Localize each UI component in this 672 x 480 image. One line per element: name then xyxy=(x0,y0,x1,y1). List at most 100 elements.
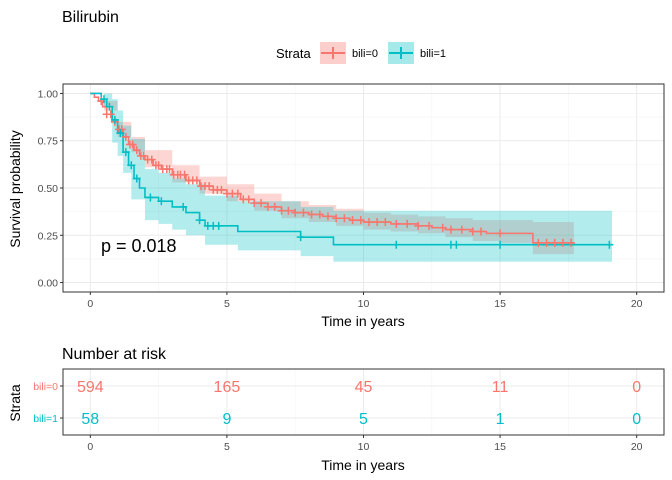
censor-mark-bili0 xyxy=(139,151,148,160)
censor-mark-bili1 xyxy=(99,95,108,104)
censor-mark-bili0 xyxy=(392,219,401,228)
risk-row-label-bili0: bili=0 xyxy=(33,381,58,393)
censor-mark-bili1 xyxy=(116,129,125,138)
censor-mark-bili0 xyxy=(373,218,382,227)
risk-table-gridlines xyxy=(63,369,664,435)
y-tick-label: 0.25 xyxy=(38,230,59,242)
km-gridlines xyxy=(63,84,664,292)
risk-table-x-axis-title: Time in years xyxy=(321,457,405,473)
km-x-axis-title: Time in years xyxy=(321,313,405,329)
risk-value-bili1: 1 xyxy=(496,411,505,428)
risk-table-y-axis-title: Strata xyxy=(7,384,23,422)
censor-mark-bili0 xyxy=(121,132,130,141)
censor-mark-bili0 xyxy=(291,208,300,217)
censor-mark-bili1 xyxy=(121,148,130,157)
censor-mark-bili0 xyxy=(332,214,341,223)
censor-mark-bili1 xyxy=(296,233,305,242)
pvalue-annotation: p = 0.018 xyxy=(101,236,177,256)
censor-mark-bili0 xyxy=(270,202,279,211)
censor-mark-bili0 xyxy=(128,140,137,149)
legend-label-bili0: bili=0 xyxy=(352,48,378,60)
censor-mark-bili0 xyxy=(468,227,477,236)
risk-value-bili1: 0 xyxy=(632,411,641,428)
legend-key-bili0 xyxy=(320,42,346,64)
censor-mark-bili0 xyxy=(542,238,551,247)
ci-band-bili1 xyxy=(90,93,613,262)
censor-mark-bili1 xyxy=(110,115,119,124)
x-tick-label: 0 xyxy=(87,298,93,310)
censor-mark-bili0 xyxy=(284,206,293,215)
km-plot-panel: 0.000.250.500.751.00 0 5 10 15 20 p = 0.018 … xyxy=(7,83,665,329)
x-tick-label: 10 xyxy=(358,298,370,310)
censor-mark-bili0 xyxy=(446,225,455,234)
censor-mark-bili0 xyxy=(244,195,253,204)
legend-title: Strata xyxy=(276,46,311,61)
risk-table-title: Number at risk xyxy=(62,346,167,363)
censor-mark-bili0 xyxy=(106,110,115,119)
risk-value-bili0: 0 xyxy=(632,379,641,396)
risk-value-bili0: 11 xyxy=(492,379,509,396)
risk-value-bili1: 9 xyxy=(222,411,231,428)
censor-mark-bili0 xyxy=(257,199,266,208)
risk-value-bili0: 45 xyxy=(355,379,373,396)
censor-mark-bili0 xyxy=(154,161,163,170)
plot-title: Bilirubin xyxy=(62,9,119,26)
risk-value-bili0: 594 xyxy=(77,379,104,396)
censor-mark-bili0 xyxy=(340,214,349,223)
x-tick-label: 20 xyxy=(631,298,643,310)
censor-mark-bili0 xyxy=(233,189,242,198)
censor-mark-bili0 xyxy=(165,165,174,174)
censor-mark-bili0 xyxy=(117,125,126,134)
survival-curve-bili1 xyxy=(90,92,613,246)
censor-mark-bili0 xyxy=(192,176,201,185)
km-x-axis-ticks: 0 5 10 15 20 xyxy=(87,292,643,310)
censor-mark-bili0 xyxy=(534,238,543,247)
censor-mark-bili0 xyxy=(132,146,141,155)
legend-label-bili1: bili=1 xyxy=(420,48,446,60)
censor-mark-bili0 xyxy=(356,216,365,225)
censor-mark-bili1 xyxy=(157,197,166,206)
censor-mark-bili0 xyxy=(180,170,189,179)
x-tick-label: 5 xyxy=(224,298,230,310)
rt-x-tick-label: 15 xyxy=(494,441,506,453)
y-tick-label: 0.00 xyxy=(38,278,59,290)
censor-mark-bili0 xyxy=(496,229,505,238)
censor-mark-bili0 xyxy=(414,221,423,230)
censor-mark-bili0 xyxy=(364,218,373,227)
censor-mark-bili0 xyxy=(438,223,447,232)
censor-mark-bili1 xyxy=(195,216,204,225)
risk-row-label-bili1: bili=1 xyxy=(33,413,58,425)
censor-mark-bili1 xyxy=(605,240,614,249)
censor-mark-bili0 xyxy=(277,206,286,215)
censor-mark-bili0 xyxy=(323,212,332,221)
censor-mark-bili1 xyxy=(452,240,461,249)
censor-mark-bili0 xyxy=(550,238,559,247)
y-tick-label: 0.75 xyxy=(38,136,59,148)
rt-x-tick-label: 20 xyxy=(631,441,643,453)
legend-key-bili1 xyxy=(388,42,414,64)
risk-value-bili1: 58 xyxy=(81,411,99,428)
km-censor-marks xyxy=(97,95,614,249)
rt-x-tick-label: 10 xyxy=(358,441,370,453)
censor-mark-bili0 xyxy=(348,216,357,225)
x-tick-label: 15 xyxy=(494,298,506,310)
censor-mark-bili0 xyxy=(147,155,156,164)
km-y-axis-title: Survival probability xyxy=(7,130,23,248)
censor-mark-bili0 xyxy=(567,238,576,247)
risk-value-bili1: 5 xyxy=(359,411,368,428)
censor-mark-bili0 xyxy=(315,210,324,219)
ci-band-bili0 xyxy=(90,93,574,255)
y-tick-label: 1.00 xyxy=(38,88,59,100)
risk-table-values: 594 165 45 11 0 58 9 5 1 0 xyxy=(77,379,641,428)
censor-mark-bili0 xyxy=(381,218,390,227)
risk-table-row-labels: bili=0 bili=1 xyxy=(33,381,63,425)
censor-mark-bili0 xyxy=(403,219,412,228)
censor-mark-bili0 xyxy=(217,185,226,194)
censor-mark-bili1 xyxy=(146,193,155,202)
risk-table-x-axis-ticks: 0 5 10 15 20 xyxy=(87,435,643,453)
censor-mark-bili0 xyxy=(250,199,259,208)
km-y-axis-ticks: 0.00 0.25 0.50 0.75 1.00 xyxy=(38,88,63,290)
risk-value-bili0: 165 xyxy=(214,379,241,396)
censor-mark-bili1 xyxy=(105,102,114,111)
